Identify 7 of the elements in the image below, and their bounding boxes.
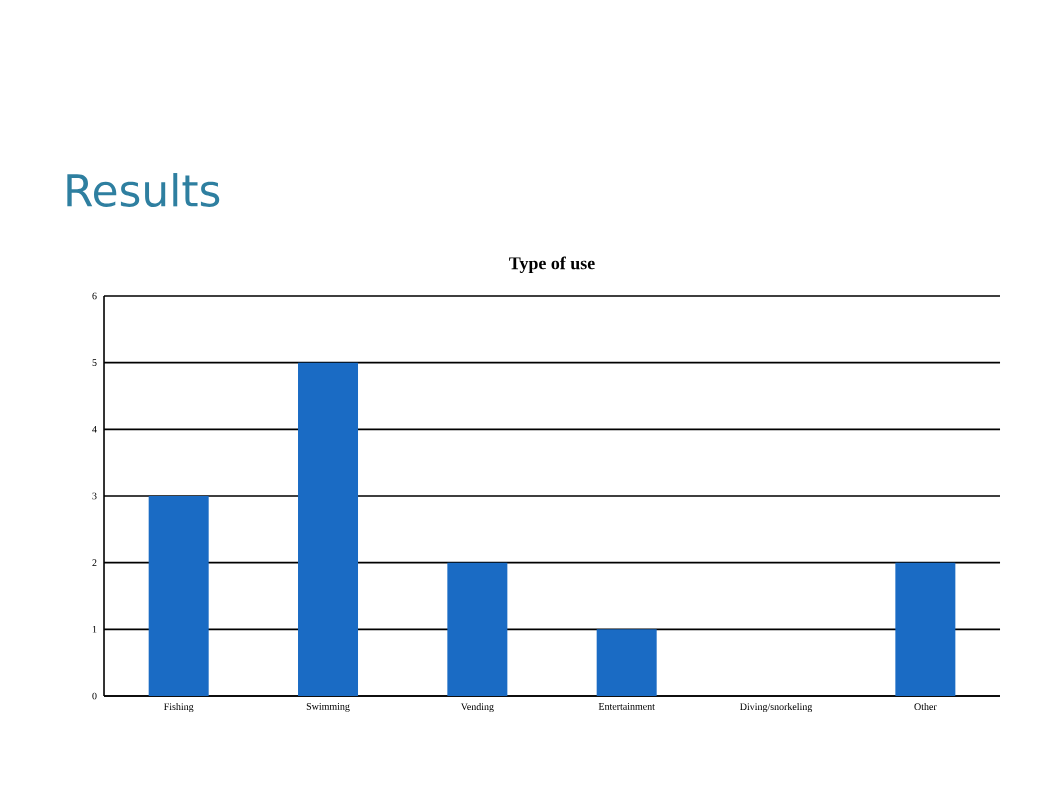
bar <box>298 362 359 696</box>
bar <box>895 562 956 696</box>
bar <box>447 562 508 696</box>
bar <box>596 629 657 696</box>
bar <box>148 496 209 696</box>
chart-title: Results <box>67 173 220 207</box>
chart-subtitle: Type of use <box>509 256 595 274</box>
